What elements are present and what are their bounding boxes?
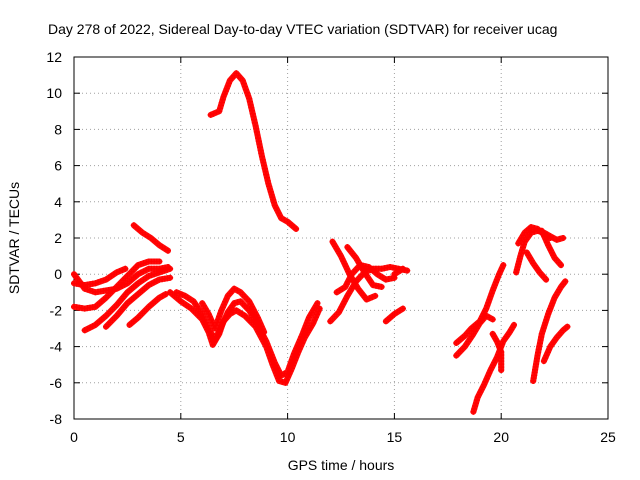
series-s6	[130, 222, 171, 254]
series-line	[391, 265, 406, 278]
y-tick-label: 10	[46, 85, 62, 101]
series-s27	[540, 323, 571, 365]
y-tick-label: 0	[54, 266, 62, 282]
series-markers	[453, 262, 507, 346]
series-markers	[173, 289, 321, 379]
series-s10	[199, 285, 268, 336]
x-tick-label: 10	[280, 429, 296, 445]
x-tick-label: 5	[177, 429, 185, 445]
series-markers	[540, 323, 571, 365]
series-s24	[523, 249, 550, 283]
x-tick-label: 15	[387, 429, 403, 445]
series-markers	[207, 70, 300, 232]
series-s2	[71, 258, 163, 312]
y-tick-label: -8	[50, 411, 63, 427]
series-markers	[103, 274, 174, 330]
y-axis-label: SDTVAR / TECUs	[6, 182, 22, 294]
series-s4	[103, 274, 174, 330]
series-markers	[71, 265, 129, 289]
series-s15	[344, 244, 385, 290]
chart-title: Day 278 of 2022, Sidereal Day-to-day VTE…	[48, 21, 557, 37]
axis-ticks	[73, 56, 609, 420]
data-series	[71, 70, 571, 415]
series-s26	[530, 278, 569, 384]
series-s11	[207, 70, 300, 232]
series-markers	[391, 265, 406, 278]
series-s3	[81, 265, 174, 334]
x-tick-label: 25	[600, 429, 616, 445]
y-axis-tick-labels: -8 -6 -4 -2 0 2 4 6 8 10 12	[46, 49, 62, 427]
series-markers	[199, 285, 268, 336]
y-tick-label: -6	[50, 375, 63, 391]
y-tick-label: 12	[46, 49, 62, 65]
y-tick-label: -4	[50, 339, 63, 355]
series-markers	[344, 244, 385, 290]
y-tick-label: 4	[54, 194, 62, 210]
series-markers	[489, 330, 505, 374]
series-s16	[382, 305, 406, 325]
series-markers	[382, 305, 406, 325]
series-s5	[126, 291, 169, 328]
y-tick-label: 2	[54, 230, 62, 246]
x-axis-tick-labels: 0 5 10 15 20 25	[70, 429, 616, 445]
series-s21	[489, 330, 505, 374]
series-s7	[71, 265, 129, 289]
series-markers	[81, 265, 174, 334]
series-markers	[523, 249, 550, 283]
series-s19	[453, 262, 507, 346]
series-markers	[126, 291, 169, 328]
series-s9	[173, 289, 321, 379]
series-markers	[538, 227, 564, 269]
y-tick-label: 6	[54, 158, 62, 174]
y-tick-label: 8	[54, 121, 62, 137]
series-markers	[530, 278, 569, 384]
y-tick-label: -2	[50, 302, 63, 318]
series-markers	[130, 222, 171, 254]
series-s17	[391, 265, 406, 278]
x-axis-label: GPS time / hours	[288, 457, 395, 473]
x-tick-label: 20	[493, 429, 509, 445]
series-s14	[333, 262, 398, 296]
x-tick-label: 0	[70, 429, 78, 445]
series-markers	[71, 258, 163, 312]
series-s25	[538, 227, 564, 269]
